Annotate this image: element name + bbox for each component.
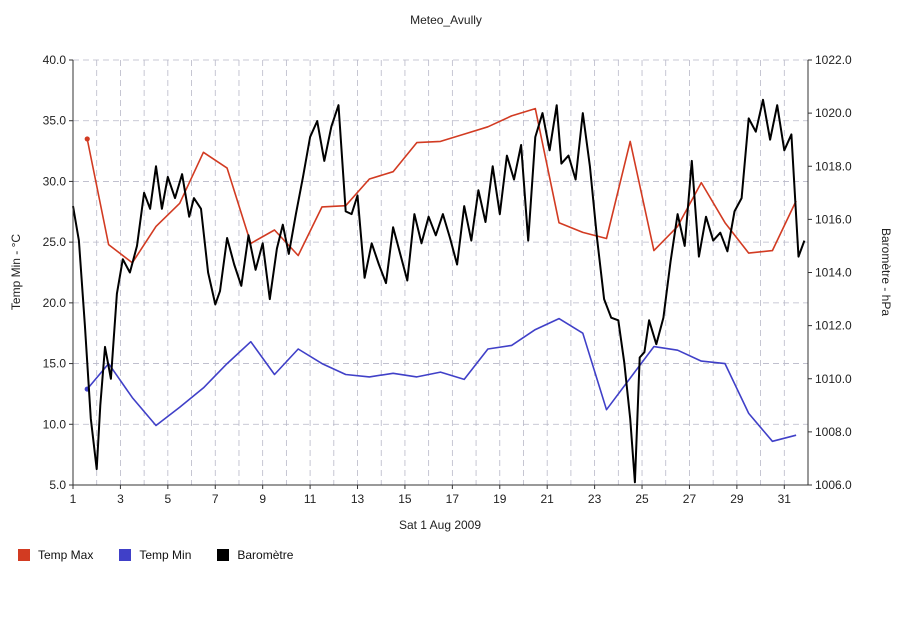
legend-item-temp-max: Temp Max: [18, 548, 93, 562]
x-tick-label: 11: [304, 492, 317, 506]
x-tick-label: 3: [117, 492, 124, 506]
x-tick-label: 25: [635, 492, 649, 506]
y-tick-label-right: 1014.0: [815, 266, 852, 280]
y-tick-label-right: 1012.0: [815, 319, 852, 333]
x-tick-label: 21: [541, 492, 555, 506]
y-tick-label-right: 1018.0: [815, 159, 852, 173]
x-tick-label: 17: [446, 492, 460, 506]
y-tick-label-left: 40.0: [43, 53, 67, 67]
x-tick-label: 13: [351, 492, 365, 506]
y-tick-label-right: 1006.0: [815, 478, 852, 492]
y-tick-label-left: 25.0: [43, 235, 67, 249]
y-tick-label-right: 1020.0: [815, 106, 852, 120]
chart-title: Meteo_Avully: [410, 13, 482, 27]
y-tick-label-right: 1008.0: [815, 425, 852, 439]
series-layer: [72, 98, 806, 484]
x-tick-label: 1: [70, 492, 77, 506]
legend-label-barometre: Baromètre: [237, 548, 294, 562]
legend: Temp Max Temp Min Baromètre: [18, 548, 319, 562]
legend-label-temp-max: Temp Max: [38, 548, 94, 562]
legend-swatch-barometre: [217, 549, 230, 561]
x-tick-label: 5: [164, 492, 171, 506]
x-tick-label: 23: [588, 492, 602, 506]
x-tick-label: 29: [730, 492, 744, 506]
y-axis-label-left: Temp Min - °C: [9, 234, 23, 310]
x-tick-label: 7: [212, 492, 219, 506]
series-line-temp-min: [86, 317, 797, 443]
y-tick-label-left: 15.0: [43, 357, 67, 371]
x-axis-label: Sat 1 Aug 2009: [399, 518, 481, 532]
y-tick-label-right: 1016.0: [815, 212, 852, 226]
axes: 5.0 10.0 15.0 20.0 25.0 30.0 35.0 40.0 1006.0 100…: [43, 53, 852, 506]
x-tick-label: 15: [398, 492, 412, 506]
x-tick-label: 31: [778, 492, 792, 506]
x-tick-label: 27: [683, 492, 697, 506]
x-tick-label: 9: [259, 492, 266, 506]
y-tick-label-left: 35.0: [43, 114, 67, 128]
y-tick-label-left: 30.0: [43, 174, 67, 188]
legend-swatch-temp-max: [18, 549, 30, 561]
series-start-marker-temp-max: [84, 136, 90, 142]
legend-item-temp-min: Temp Min: [119, 548, 191, 562]
y-tick-label-left: 20.0: [43, 296, 67, 310]
y-tick-label-left: 10.0: [43, 417, 67, 431]
legend-swatch-temp-min: [119, 549, 132, 561]
legend-label-temp-min: Temp Min: [139, 548, 192, 562]
x-tick-label: 19: [493, 492, 507, 506]
series-line-barometre: [72, 98, 806, 484]
series-line-temp-max: [86, 107, 797, 264]
y-tick-label-left: 5.0: [49, 478, 66, 492]
y-tick-label-right: 1022.0: [815, 53, 852, 67]
legend-item-barometre: Baromètre: [217, 548, 293, 562]
y-tick-label-right: 1010.0: [815, 372, 852, 386]
y-axis-label-right: Baromètre - hPa: [879, 228, 893, 316]
